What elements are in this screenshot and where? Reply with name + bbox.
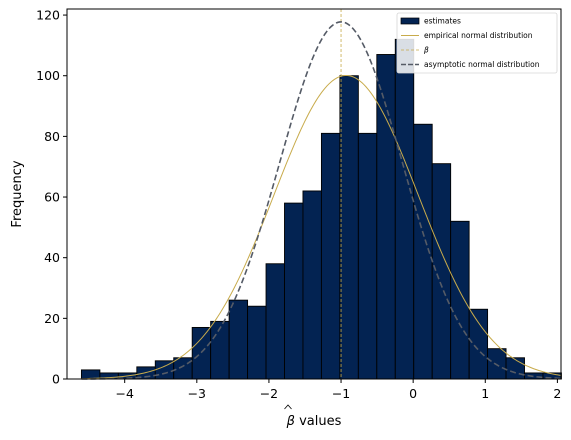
legend-swatch-estimates <box>400 17 420 25</box>
legend-label: estimates <box>424 17 461 26</box>
y-tick-label: 80 <box>44 129 60 144</box>
y-tick-label: 120 <box>36 8 60 23</box>
hat-accent <box>284 404 292 410</box>
x-tick-label: −4 <box>115 386 133 401</box>
histogram-bar <box>191 326 212 380</box>
histogram-bar <box>450 220 470 380</box>
empirical-normal-curve <box>81 74 562 380</box>
histogram-bar <box>505 357 525 380</box>
x-axis-label-symbol: β <box>286 414 295 429</box>
legend-label: empirical normal distribution <box>424 31 533 40</box>
x-axis-ticks: −4 −3 −2 −1 0 1 2 <box>115 379 561 401</box>
y-axis-ticks: 0 20 40 60 80 100 120 <box>36 8 67 387</box>
histogram-bar <box>357 132 378 380</box>
histogram-bar <box>284 202 304 380</box>
asymptotic-normal-curve <box>81 21 562 380</box>
histogram-bar <box>487 348 507 380</box>
histogram-bar <box>320 132 341 380</box>
y-axis-label: Frequency <box>10 160 25 227</box>
y-tick-label: 60 <box>44 190 60 205</box>
histogram-bar <box>265 263 285 380</box>
axes-frame <box>66 8 562 380</box>
y-tick-label: 0 <box>52 372 60 387</box>
histogram-bar <box>394 38 415 380</box>
histogram-bar <box>302 190 322 380</box>
histogram-bar <box>431 163 452 380</box>
x-tick-label: 1 <box>481 386 489 401</box>
histogram-bar <box>80 369 101 380</box>
x-tick-label: −3 <box>188 386 206 401</box>
x-axis-label: β values <box>286 414 342 429</box>
legend-label: β <box>424 46 429 55</box>
x-tick-label: −2 <box>260 386 278 401</box>
histogram-bar <box>339 75 359 380</box>
legend-box <box>396 12 558 74</box>
y-tick-label: 20 <box>44 311 60 326</box>
legend-label: asymptotic normal distribution <box>424 60 540 69</box>
histogram-bar <box>247 305 267 380</box>
legend: estimates empirical normal distribution βa… <box>396 12 558 74</box>
y-tick-label: 100 <box>36 68 60 83</box>
x-tick-label: 2 <box>553 386 561 401</box>
histogram-bar <box>468 308 489 380</box>
histogram-bar <box>173 357 193 380</box>
histogram-bars <box>80 38 562 380</box>
histogram-bar <box>228 299 249 380</box>
y-tick-label: 40 <box>44 250 60 265</box>
histogram-bar <box>376 54 396 380</box>
x-tick-label: 0 <box>409 386 417 401</box>
histogram-bar <box>210 320 230 380</box>
histogram-bar <box>524 372 544 380</box>
x-tick-label: −1 <box>332 386 350 401</box>
x-axis-label-text: values <box>295 414 342 429</box>
